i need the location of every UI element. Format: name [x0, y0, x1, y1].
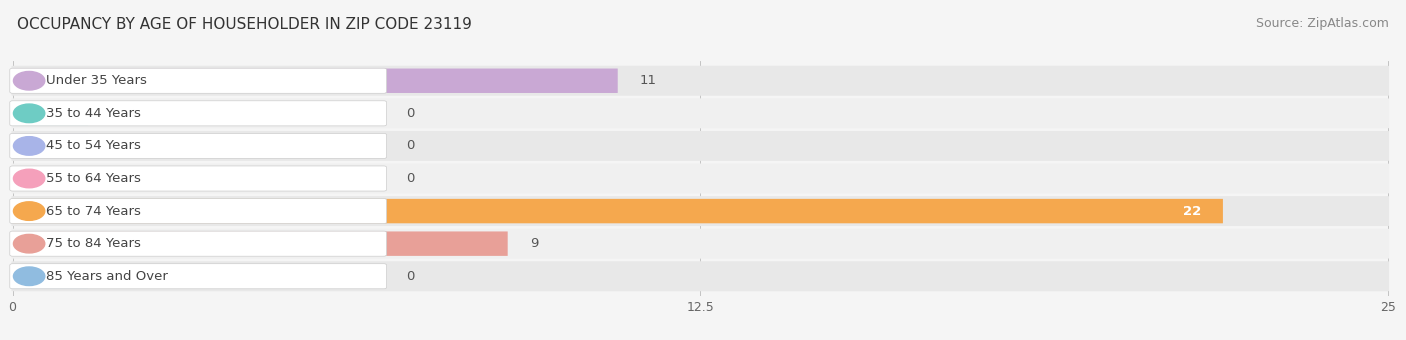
FancyBboxPatch shape	[10, 199, 387, 224]
Circle shape	[14, 137, 45, 155]
Text: 65 to 74 Years: 65 to 74 Years	[46, 205, 141, 218]
Text: 85 Years and Over: 85 Years and Over	[46, 270, 167, 283]
Text: 35 to 44 Years: 35 to 44 Years	[46, 107, 141, 120]
FancyBboxPatch shape	[13, 134, 89, 158]
FancyBboxPatch shape	[13, 101, 89, 125]
FancyBboxPatch shape	[10, 264, 387, 289]
FancyBboxPatch shape	[10, 101, 387, 126]
FancyBboxPatch shape	[10, 231, 387, 256]
Text: 75 to 84 Years: 75 to 84 Years	[46, 237, 141, 250]
FancyBboxPatch shape	[13, 232, 508, 256]
Circle shape	[14, 267, 45, 286]
Text: Under 35 Years: Under 35 Years	[46, 74, 146, 87]
FancyBboxPatch shape	[13, 166, 89, 191]
FancyBboxPatch shape	[11, 131, 1389, 161]
FancyBboxPatch shape	[10, 133, 387, 158]
Text: 0: 0	[406, 139, 415, 152]
FancyBboxPatch shape	[11, 196, 1389, 226]
Text: 11: 11	[640, 74, 657, 87]
FancyBboxPatch shape	[13, 199, 1223, 223]
FancyBboxPatch shape	[11, 98, 1389, 128]
FancyBboxPatch shape	[10, 166, 387, 191]
FancyBboxPatch shape	[10, 68, 387, 93]
Circle shape	[14, 169, 45, 188]
Circle shape	[14, 234, 45, 253]
Text: 22: 22	[1182, 205, 1201, 218]
FancyBboxPatch shape	[11, 66, 1389, 96]
Text: Source: ZipAtlas.com: Source: ZipAtlas.com	[1256, 17, 1389, 30]
Text: 0: 0	[406, 172, 415, 185]
Text: 9: 9	[530, 237, 538, 250]
Text: 45 to 54 Years: 45 to 54 Years	[46, 139, 141, 152]
Text: OCCUPANCY BY AGE OF HOUSEHOLDER IN ZIP CODE 23119: OCCUPANCY BY AGE OF HOUSEHOLDER IN ZIP C…	[17, 17, 472, 32]
FancyBboxPatch shape	[13, 69, 617, 93]
FancyBboxPatch shape	[13, 264, 89, 288]
Circle shape	[14, 71, 45, 90]
FancyBboxPatch shape	[11, 261, 1389, 291]
FancyBboxPatch shape	[11, 164, 1389, 193]
Text: 55 to 64 Years: 55 to 64 Years	[46, 172, 141, 185]
Text: 0: 0	[406, 270, 415, 283]
Circle shape	[14, 104, 45, 123]
Circle shape	[14, 202, 45, 220]
FancyBboxPatch shape	[11, 229, 1389, 259]
Text: 0: 0	[406, 107, 415, 120]
